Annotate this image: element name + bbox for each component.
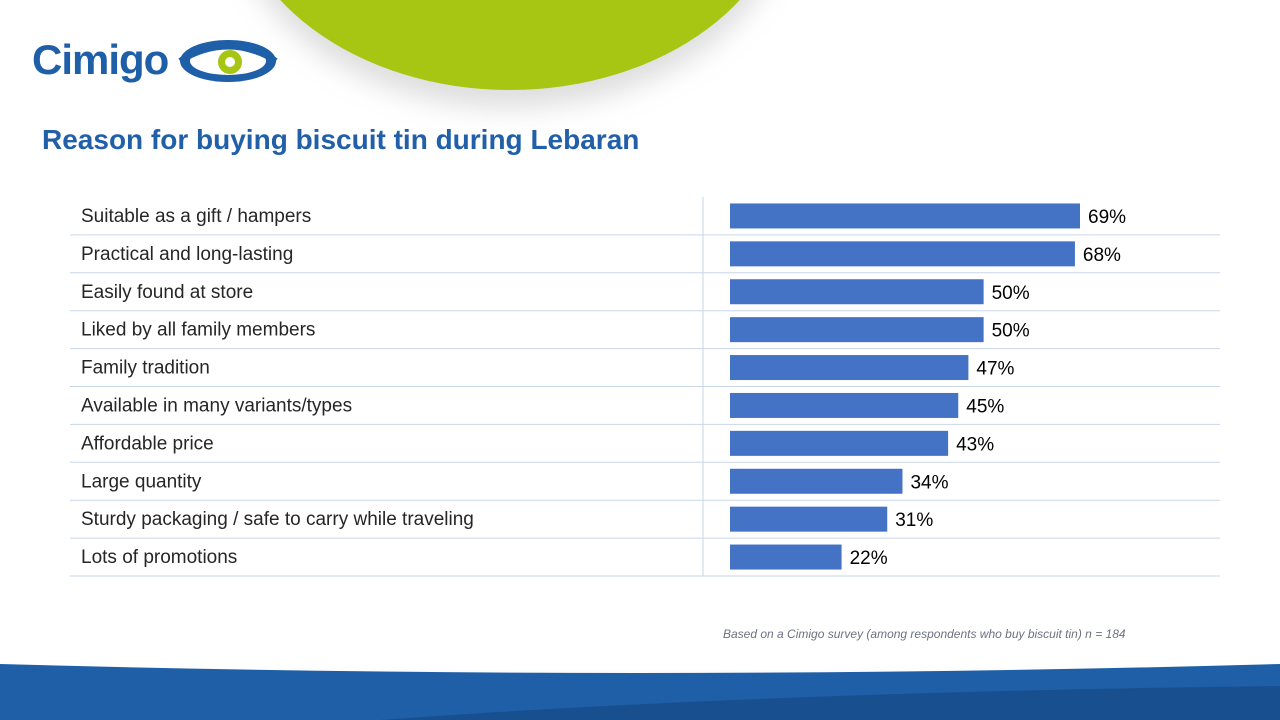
- value-label: 47%: [976, 359, 1014, 380]
- value-label: 34%: [910, 472, 948, 493]
- bar: [730, 506, 888, 532]
- bar: [730, 392, 959, 418]
- value-label: 69%: [1088, 207, 1126, 228]
- category-label: Lots of promotions: [81, 547, 237, 568]
- bar: [730, 279, 984, 305]
- bar: [730, 203, 1080, 229]
- value-label: 68%: [1083, 245, 1121, 266]
- category-label: Practical and long-lasting: [81, 244, 293, 265]
- bar: [730, 544, 842, 570]
- category-label: Easily found at store: [81, 282, 253, 303]
- category-label: Liked by all family members: [81, 320, 315, 341]
- value-label: 50%: [992, 321, 1030, 342]
- eye-logo-icon: [178, 40, 278, 82]
- category-label: Family tradition: [81, 358, 210, 379]
- logo-wordmark: Cimigo: [32, 36, 169, 83]
- bottom-blue-band: [0, 658, 1280, 720]
- bar: [730, 241, 1075, 267]
- bar: [730, 317, 984, 343]
- category-label: Large quantity: [81, 471, 202, 492]
- cimigo-logo: Cimigo: [32, 36, 278, 86]
- value-label: 43%: [956, 434, 994, 455]
- value-label: 31%: [895, 510, 933, 531]
- bar: [730, 430, 949, 456]
- category-label: Affordable price: [81, 433, 214, 454]
- bar: [730, 468, 903, 494]
- value-label: 22%: [850, 548, 888, 569]
- value-label: 45%: [966, 396, 1004, 417]
- category-label: Suitable as a gift / hampers: [81, 206, 311, 227]
- page-title: Reason for buying biscuit tin during Leb…: [42, 124, 640, 155]
- bar: [730, 355, 969, 381]
- value-label: 50%: [992, 283, 1030, 304]
- source-footnote: Based on a Cimigo survey (among responde…: [723, 627, 1126, 641]
- category-label: Sturdy packaging / safe to carry while t…: [81, 509, 474, 530]
- category-label: Available in many variants/types: [81, 395, 352, 416]
